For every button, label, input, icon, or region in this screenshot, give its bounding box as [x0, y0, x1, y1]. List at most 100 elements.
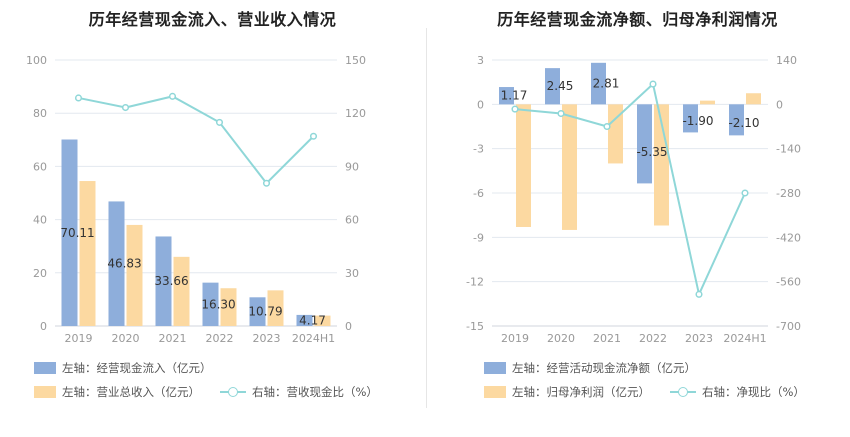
data-label: -1.90: [682, 114, 713, 128]
legend-swatch-line: [220, 386, 246, 398]
bar-series-2: [516, 104, 531, 227]
right-chart-panel: 历年经营现金流净额、归母净利润情况 -15 -12 -9 -6 -3 0 3 -700 -560…: [425, 0, 850, 437]
y-left-tick-label: 80: [33, 107, 47, 120]
legend-item-cash-inflow[interactable]: 左轴：经营现金流入（亿元）: [34, 360, 212, 376]
x-tick-label: 2021: [159, 332, 187, 345]
bar-series-2: [79, 181, 96, 326]
bar-series-2: [562, 104, 577, 230]
y-right-tick-label: 0: [345, 320, 352, 333]
data-label: 4.17: [299, 313, 326, 327]
data-label: 10.79: [248, 305, 282, 319]
left-chart-panel: 历年经营现金流入、营业收入情况 0 20 40 60 80 100 0 30 60 90 120 15…: [26, 10, 378, 400]
data-label: 1.17: [501, 89, 528, 103]
line-point: [557, 109, 565, 118]
legend-label: 左轴：经营活动现金流净额（亿元）: [512, 361, 696, 375]
legend-swatch-bar: [484, 362, 506, 374]
bar-series-1: [499, 87, 514, 105]
legend-swatch-line: [670, 386, 696, 398]
x-tick-label: 2020: [112, 332, 140, 345]
data-label: -5.35: [636, 145, 667, 159]
bar-series-2: [220, 288, 237, 326]
data-label: 16.30: [201, 297, 235, 311]
bar-series-1: [637, 104, 652, 184]
y-right-tick-label: 90: [345, 160, 359, 173]
y-right-tick-label: 0: [776, 98, 783, 111]
bar-series-1: [683, 104, 698, 133]
bar-series-2: [746, 93, 761, 105]
x-tick-label: 2023: [685, 332, 713, 345]
y-left-tick-label: -12: [466, 276, 484, 289]
y-right-tick-label: 150: [345, 54, 366, 67]
legend-item-ratio[interactable]: 右轴：营收现金比（%）: [220, 384, 378, 400]
y-right-tick-label: -700: [776, 320, 801, 333]
y-right-tick-label: -140: [776, 143, 801, 156]
y-right-tick-label: -420: [776, 231, 801, 244]
data-label: 2.81: [593, 77, 620, 91]
right-chart-plot: -15 -12 -9 -6 -3 0 3 -700 -560 -420 -280 -140 0 140 20…: [466, 54, 801, 345]
x-tick-label: 2021: [593, 332, 621, 345]
chart-title: 历年经营现金流入、营业收入情况: [88, 10, 337, 29]
y-left-tick-label: 20: [33, 267, 47, 280]
legend-label: 右轴：净现比（%）: [702, 385, 805, 399]
bar-series-1: [155, 236, 172, 326]
y-left-tick-label: 100: [26, 54, 47, 67]
y-left-tick-label: 0: [477, 98, 484, 111]
y-right-tick-label: 140: [776, 54, 797, 67]
data-label: 46.83: [107, 257, 141, 271]
legend-swatch-bar: [484, 386, 506, 398]
y-left-tick-label: -6: [473, 187, 484, 200]
bar-series-1: [545, 68, 560, 105]
x-tick-label: 2024H1: [292, 332, 335, 345]
bar-series-2: [267, 290, 284, 326]
legend-label: 左轴：营业总收入（亿元）: [62, 385, 200, 399]
y-left-tick-label: 0: [40, 320, 47, 333]
bar-series-1: [108, 201, 125, 326]
line-point: [695, 290, 703, 298]
legend-item-net-profit[interactable]: 左轴：归母净利润（亿元）: [484, 384, 650, 400]
y-right-tick-label: 30: [345, 267, 359, 280]
x-tick-label: 2020: [547, 332, 575, 345]
legend-label: 左轴：经营现金流入（亿元）: [62, 361, 212, 375]
legend-item-revenue[interactable]: 左轴：营业总收入（亿元）: [34, 384, 200, 400]
x-tick-label: 2022: [206, 332, 234, 345]
bar-series-2: [700, 100, 715, 105]
legend-swatch-bar: [34, 362, 56, 374]
line-point: [309, 132, 318, 140]
line-point: [262, 179, 271, 187]
legend-item-net-cash-ratio[interactable]: 右轴：净现比（%）: [670, 384, 805, 400]
line-point: [168, 92, 177, 100]
line-point: [741, 189, 749, 197]
line-point: [74, 94, 83, 102]
legend-label: 左轴：归母净利润（亿元）: [512, 385, 650, 399]
line-point: [649, 80, 657, 88]
y-right-tick-label: -280: [776, 187, 801, 200]
chart-title: 历年经营现金流净额、归母净利润情况: [497, 10, 778, 29]
legend-swatch-bar: [34, 386, 56, 398]
x-tick-label: 2019: [65, 332, 93, 345]
bar-series-1: [249, 297, 266, 326]
y-right-tick-label: -560: [776, 276, 801, 289]
bar-series-1: [61, 139, 78, 326]
y-left-tick-label: 60: [33, 160, 47, 173]
left-chart-plot: 0 20 40 60 80 100 0 30 60 90 120 150 2019 2020 2021 202…: [26, 54, 366, 345]
bar-series-1: [296, 314, 313, 326]
y-left-tick-label: -3: [473, 143, 484, 156]
y-right-tick-label: 120: [345, 107, 366, 120]
bar-series-1: [591, 62, 606, 105]
x-tick-label: 2022: [639, 332, 667, 345]
data-label: 2.45: [547, 79, 574, 93]
x-tick-label: 2024H1: [723, 332, 766, 345]
line-series: [514, 82, 746, 298]
bar-series-2: [173, 256, 190, 326]
y-left-tick-label: -9: [473, 231, 484, 244]
data-label: 70.11: [60, 226, 94, 240]
legend-item-net-cash-flow[interactable]: 左轴：经营活动现金流净额（亿元）: [484, 360, 696, 376]
bar-series-2: [314, 315, 331, 326]
bar-series-2: [126, 224, 143, 326]
y-left-tick-label: 3: [477, 54, 484, 67]
bar-series-1: [202, 282, 219, 326]
y-right-tick-label: 60: [345, 214, 359, 227]
bar-series-1: [729, 104, 744, 136]
legend-label: 右轴：营收现金比（%）: [252, 385, 378, 399]
line-point: [603, 122, 611, 131]
